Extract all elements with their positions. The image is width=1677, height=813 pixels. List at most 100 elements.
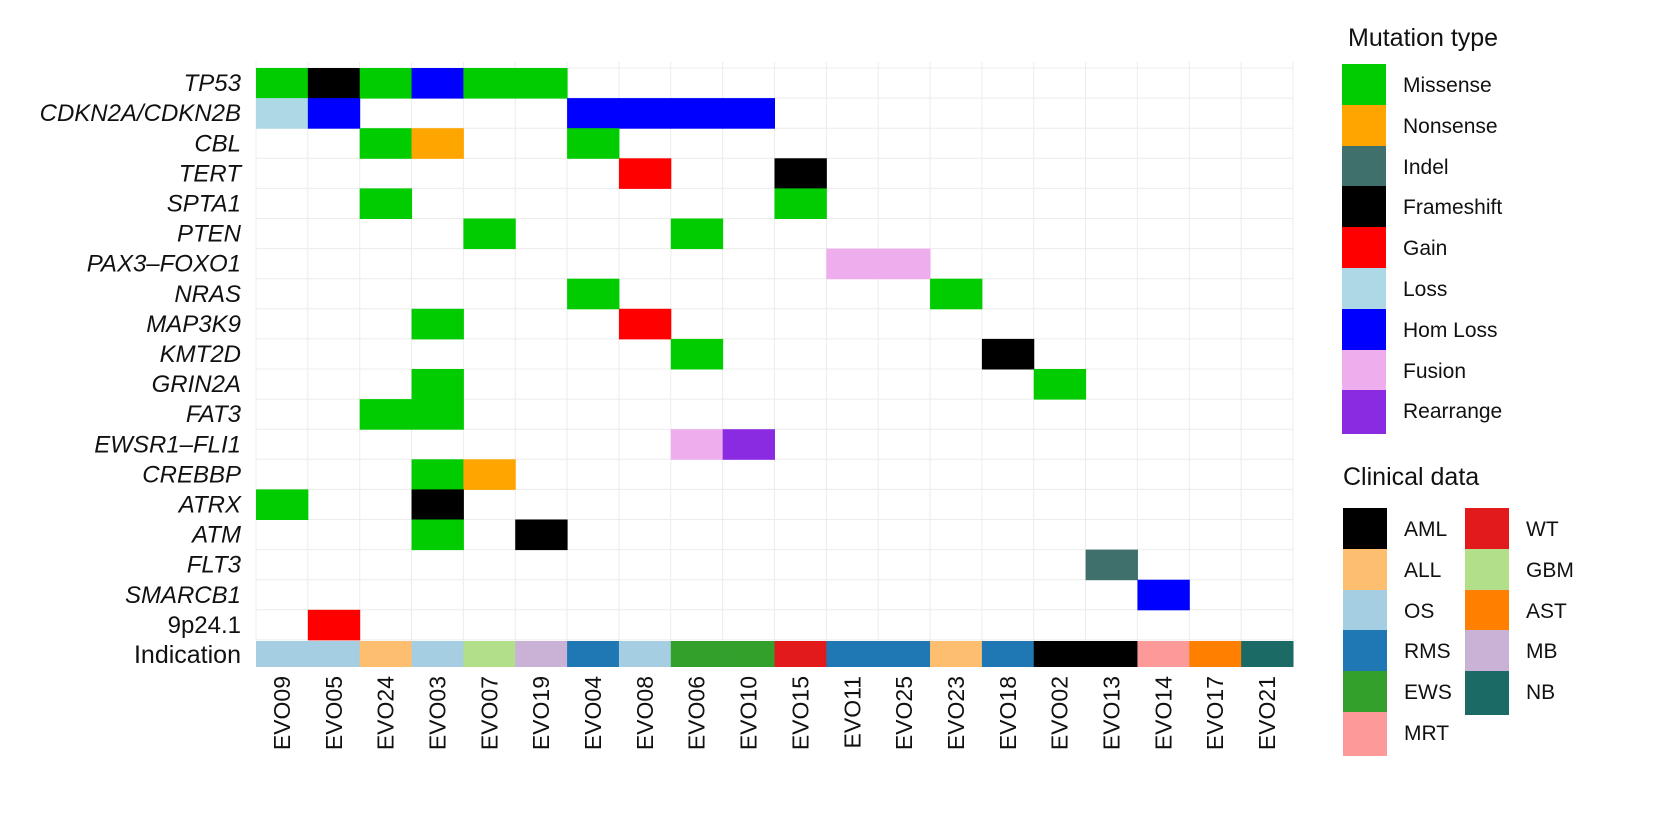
sample-label: EVO06 bbox=[684, 676, 710, 750]
legend-swatch bbox=[1342, 349, 1386, 394]
mutation-cell bbox=[774, 188, 827, 219]
sample-label: EVO13 bbox=[1099, 676, 1125, 750]
clinical-data-legend: Clinical data AML ALL OS RMS EWS MRT WT GBM AST M… bbox=[1343, 463, 1663, 763]
mutation-cell bbox=[463, 68, 516, 99]
indication-cell bbox=[1137, 641, 1190, 667]
legend-swatch bbox=[1343, 548, 1387, 593]
gene-label: GRIN2A bbox=[152, 371, 241, 398]
legend-label: RMS bbox=[1404, 640, 1451, 664]
indication-cell bbox=[411, 641, 464, 667]
legend-swatch bbox=[1342, 308, 1386, 353]
mutation-legend-item: Gain bbox=[1342, 227, 1448, 272]
clinical-legend-item: AST bbox=[1465, 589, 1567, 634]
legend-label: NB bbox=[1526, 681, 1556, 705]
gene-label: SMARCB1 bbox=[125, 582, 241, 609]
gene-label: SPTA1 bbox=[167, 190, 241, 217]
gene-label: TERT bbox=[179, 160, 244, 187]
mutation-cell bbox=[670, 218, 724, 250]
mutation-cell bbox=[1085, 549, 1138, 581]
gene-label: PAX3–FOXO1 bbox=[87, 251, 241, 278]
mutation-legend-item: Hom Loss bbox=[1342, 308, 1498, 353]
indication-cell bbox=[515, 641, 568, 667]
sample-label: EVO25 bbox=[891, 676, 917, 750]
mutation-cell bbox=[411, 459, 464, 490]
indication-cell bbox=[1033, 641, 1087, 667]
gene-label: FAT3 bbox=[186, 401, 242, 428]
legend-label: OS bbox=[1404, 599, 1435, 623]
sample-label: EVO18 bbox=[995, 676, 1021, 750]
mutation-cell bbox=[411, 128, 464, 159]
gene-label: CDKN2A/CDKN2B bbox=[40, 100, 241, 127]
oncoprint-heatmap: TP53 CDKN2A/CDKN2B CBL TERT SPTA1 PTEN PAX3–FO… bbox=[40, 62, 1294, 750]
indication-cell bbox=[256, 641, 309, 667]
sample-label: EVO17 bbox=[1202, 676, 1228, 750]
sample-label: EVO23 bbox=[943, 676, 969, 750]
indication-cell bbox=[1189, 641, 1242, 667]
legend-swatch bbox=[1342, 104, 1386, 149]
sample-label: EVO11 bbox=[839, 676, 865, 748]
mutation-cell bbox=[359, 399, 413, 430]
mutation-cell bbox=[618, 308, 672, 340]
clinical-legend-item: AML bbox=[1343, 508, 1447, 552]
mutation-cell bbox=[359, 128, 413, 159]
legend-swatch bbox=[1343, 712, 1387, 756]
mutation-cell bbox=[411, 489, 464, 520]
mutation-cell bbox=[515, 68, 568, 99]
gene-label: EWSR1–FLI1 bbox=[94, 431, 241, 458]
mutation-type-legend: Mutation type Missense Nonsense Indel Frame… bbox=[1342, 24, 1648, 444]
mutation-cell bbox=[1033, 369, 1087, 400]
legend-swatch bbox=[1465, 508, 1509, 552]
sample-label: EVO09 bbox=[269, 676, 295, 750]
indication-cell bbox=[359, 641, 413, 667]
mutation-cell bbox=[411, 68, 464, 99]
sample-label: EVO02 bbox=[1047, 676, 1073, 750]
mutation-legend-item: Frameshift bbox=[1342, 186, 1502, 231]
gene-label: CBL bbox=[194, 130, 241, 157]
sample-label: EVO24 bbox=[373, 676, 399, 750]
mutation-cell bbox=[722, 429, 775, 460]
mutation-cell bbox=[463, 459, 516, 490]
legend-label: Gain bbox=[1403, 237, 1448, 261]
indication-cell bbox=[1085, 641, 1138, 667]
indication-cell bbox=[1241, 641, 1294, 667]
mutation-cell bbox=[256, 68, 309, 99]
legend-swatch bbox=[1343, 671, 1387, 716]
mutation-cell bbox=[307, 609, 361, 641]
legend-swatch bbox=[1343, 589, 1387, 634]
sample-label: EVO05 bbox=[321, 676, 347, 750]
indication-cell bbox=[670, 641, 724, 667]
mutation-cell bbox=[618, 98, 672, 129]
mutation-cell bbox=[256, 489, 309, 520]
sample-label: EVO14 bbox=[1150, 676, 1176, 750]
sample-label: EVO10 bbox=[736, 676, 762, 750]
legend-swatch bbox=[1342, 64, 1386, 108]
mutation-cell bbox=[878, 248, 931, 280]
gene-label: 9p24.1 bbox=[168, 612, 241, 639]
mutation-cell bbox=[1137, 579, 1190, 611]
legend-swatch bbox=[1465, 548, 1509, 593]
legend-swatch bbox=[1342, 145, 1386, 190]
sample-label: EVO21 bbox=[1254, 676, 1280, 750]
mutation-cell bbox=[411, 519, 464, 551]
mutation-legend-title: Mutation type bbox=[1348, 24, 1499, 52]
indication-cell bbox=[878, 641, 931, 667]
mutation-legend-item: Loss bbox=[1342, 268, 1447, 312]
mutation-cell bbox=[618, 158, 672, 189]
indication-cell bbox=[981, 641, 1035, 667]
mutation-legend-item: Missense bbox=[1342, 64, 1492, 108]
legend-swatch bbox=[1342, 268, 1386, 312]
legend-label: GBM bbox=[1526, 558, 1574, 582]
gene-label: NRAS bbox=[174, 281, 241, 308]
indication-row-label: Indication bbox=[134, 641, 241, 669]
legend-label: Fusion bbox=[1403, 359, 1467, 383]
mutation-cell bbox=[307, 98, 361, 129]
sample-label: EVO03 bbox=[424, 676, 450, 750]
indication-cell bbox=[618, 641, 672, 667]
clinical-legend-item: RMS bbox=[1343, 630, 1451, 675]
legend-label: Nonsense bbox=[1403, 114, 1498, 138]
legend-swatch bbox=[1465, 630, 1509, 675]
legend-label: Hom Loss bbox=[1403, 318, 1498, 342]
mutation-cell bbox=[411, 399, 464, 430]
indication-cell bbox=[567, 641, 620, 667]
indication-cell bbox=[722, 641, 775, 667]
